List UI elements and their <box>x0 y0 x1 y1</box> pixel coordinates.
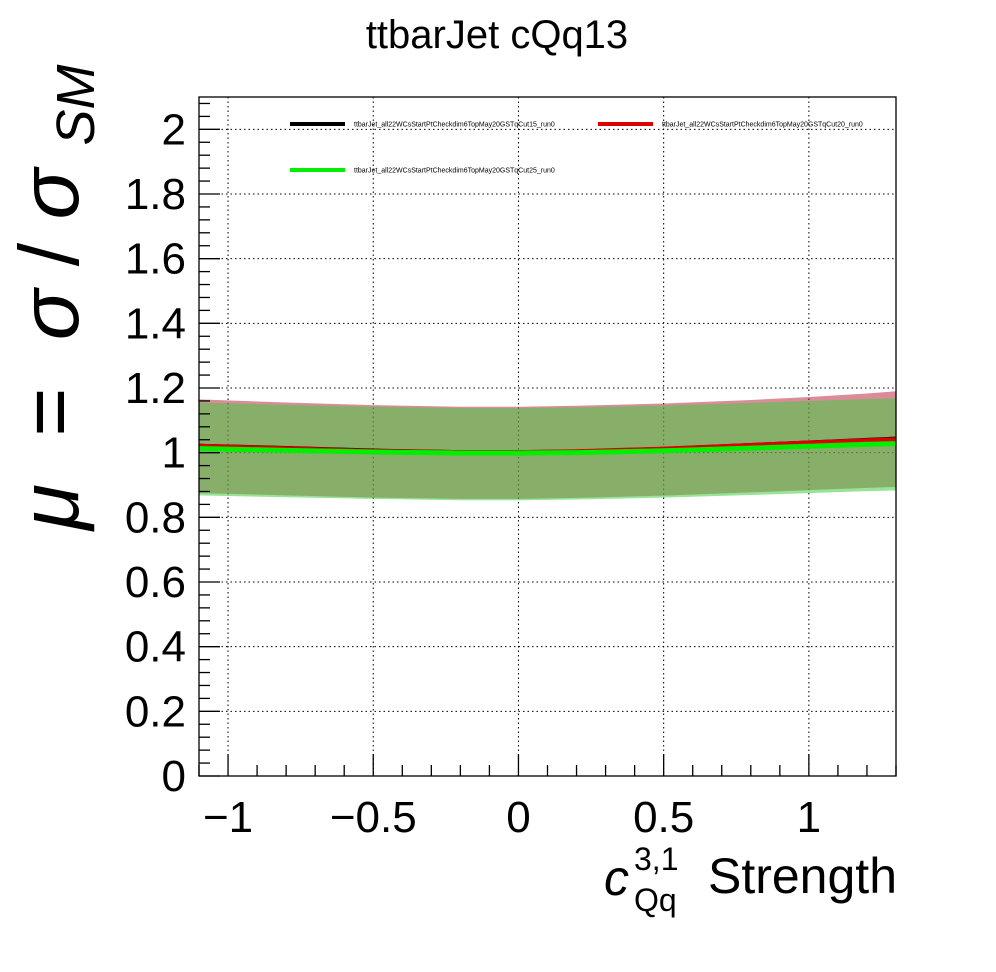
y-tick-label-10: 2 <box>162 105 186 154</box>
x-tick-label-4: 1 <box>797 793 821 842</box>
legend-label-0: ttbarJet_all22WCsStartPtCheckdim6TopMay2… <box>354 122 555 129</box>
y-axis-title-mu: μ <box>2 484 96 532</box>
y-axis-title-eq: = <box>2 388 96 437</box>
y-tick-label-2: 0.4 <box>125 623 186 672</box>
y-tick-label-6: 1.2 <box>125 364 186 413</box>
y-axis-title-slash: / <box>2 242 96 266</box>
y-tick-label-3: 0.6 <box>125 558 186 607</box>
x-tick-label-0: −1 <box>203 793 253 842</box>
y-axis-title-sigma-sm: σ <box>2 166 96 220</box>
y-tick-label-8: 1.6 <box>125 235 186 284</box>
x-tick-labels: −1 −0.5 0 0.5 1 <box>203 793 821 842</box>
series-line-2 <box>198 441 897 456</box>
y-tick-label-1: 0.2 <box>125 687 186 736</box>
y-tick-label-5: 1 <box>162 429 186 478</box>
x-axis-title-superscript: 3,1 <box>634 841 678 877</box>
y-tick-label-7: 1.4 <box>125 299 186 348</box>
axis-ticks <box>198 102 897 777</box>
x-tick-label-2: 0 <box>506 793 530 842</box>
uncertainty-bands <box>199 391 896 501</box>
y-tick-label-9: 1.8 <box>125 170 186 219</box>
y-tick-labels: 0 0.2 0.4 0.6 0.8 1 1.2 1.4 1.6 1.8 2 <box>125 105 186 801</box>
uncertainty-band-2 <box>199 398 896 501</box>
y-tick-label-4: 0.8 <box>125 493 186 542</box>
x-axis-title-strength: Strength <box>708 848 897 904</box>
y-axis-title-sigma: σ <box>2 286 96 340</box>
x-axis-title-c: c <box>604 850 629 906</box>
legend-label-1: ttbarJet_all22WCsStartPtCheckdim6TopMay2… <box>662 122 863 129</box>
chart-title: ttbarJet cQq13 <box>366 13 628 57</box>
y-axis-title-subscript: SM <box>46 65 106 146</box>
legend-label-2: ttbarJet_all22WCsStartPtCheckdim6TopMay2… <box>354 168 555 175</box>
legend: ttbarJet_all22WCsStartPtCheckdim6TopMay2… <box>290 122 863 175</box>
x-tick-label-1: −0.5 <box>330 793 417 842</box>
y-axis-title: μ = σ / σ SM <box>2 65 106 532</box>
series-lines <box>198 436 897 456</box>
x-tick-label-3: 0.5 <box>633 793 694 842</box>
y-tick-label-0: 0 <box>162 752 186 801</box>
x-axis-title-subscript: Qq <box>634 882 677 918</box>
